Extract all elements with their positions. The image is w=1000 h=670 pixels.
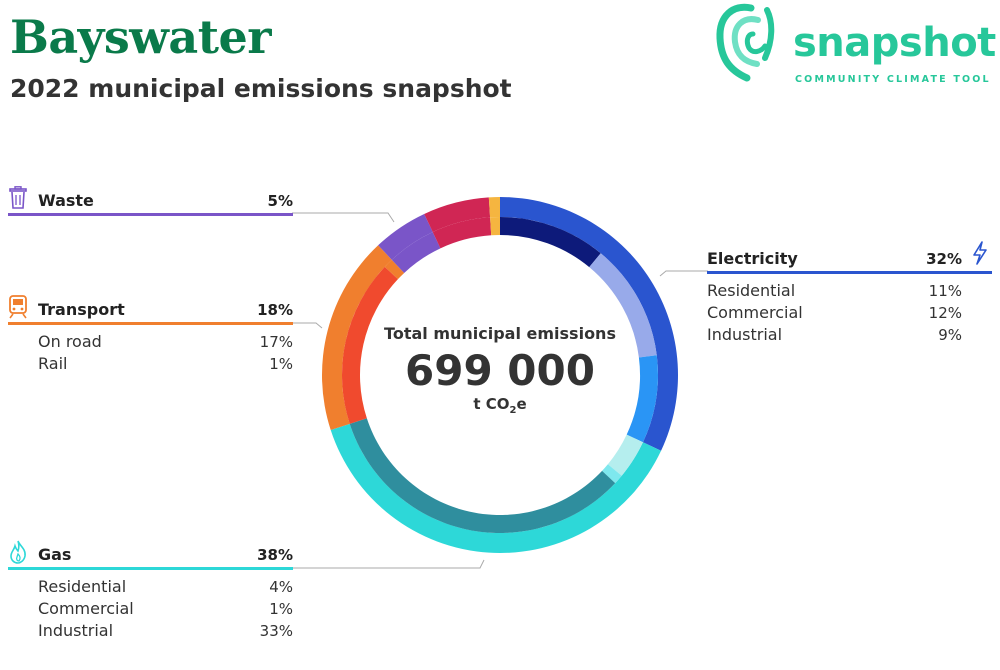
electricity-sub-value: 11% [928,282,962,300]
electricity-row-residential: Residential 11% [707,280,992,302]
donut-segment [607,434,643,476]
donut-segment [490,217,500,236]
gas-row-industrial: Industrial 33% [8,620,293,642]
gas-sub-value: 4% [269,578,293,596]
electricity-sub-label: Residential [707,281,796,300]
electricity-label: Electricity [707,249,798,268]
donut-segment [602,464,622,484]
logo-wordmark: snapshot [793,20,996,66]
gas-sub-value: 33% [259,622,293,640]
donut-segment [424,197,491,233]
gas-sub-label: Commercial [38,599,134,618]
total-label: Total municipal emissions [384,324,616,343]
donut-segment [349,418,616,534]
waste-leader-line [292,212,395,223]
waste-percent: 5% [267,192,293,210]
gas-leader-line [292,559,485,569]
logo-tagline: COMMUNITY CLIMATE TOOL [795,74,991,85]
donut-segment [391,232,441,273]
sector-waste: Waste 5% [8,186,293,216]
donut-segment [432,217,492,249]
electricity-sub-label: Commercial [707,303,803,322]
unit-subscript: 2 [509,405,517,416]
donut-segment [589,253,657,358]
snapshot-logo-mark [716,3,775,82]
inner-ring [341,217,658,534]
electricity-sub-value: 12% [928,304,962,322]
lightning-bolt-icon [973,241,987,265]
transport-sub-value: 1% [269,355,293,373]
logo-arc-inner [744,31,768,55]
trash-bin-icon [9,186,27,209]
donut-segment [378,213,433,260]
chart-center: Total municipal emissions 699 000 t CO2e [360,324,640,416]
total-value: 699 000 [405,346,595,395]
electricity-sub-label: Industrial [707,325,783,344]
transport-percent: 18% [257,301,293,319]
sector-electricity: Electricity 32% Residential 11% Commercia… [707,241,992,346]
logo-arc-right [762,7,775,61]
donut-segment [500,197,678,451]
electricity-leader-line [659,270,708,277]
logo-arc-outer [716,3,755,82]
donut-segment [500,217,601,268]
train-icon [9,295,27,319]
transport-leader-line [292,322,323,329]
gas-row-residential: Residential 4% [8,576,293,598]
donut-segment [322,245,392,431]
page-title: Bayswater [10,10,271,64]
gas-sub-label: Residential [38,577,127,596]
gas-label: Gas [38,545,72,564]
transport-row-on-road: On road 17% [8,331,293,353]
flame-icon [10,540,26,564]
transport-sub-label: Rail [38,354,68,373]
electricity-row-commercial: Commercial 12% [707,302,992,324]
gas-sub-value: 1% [269,600,293,618]
gas-percent: 38% [257,546,293,564]
unit-suffix: e [516,395,527,413]
donut-segment [384,259,405,280]
total-unit: t CO2e [360,395,640,416]
unit-prefix: t CO [473,395,510,413]
waste-label: Waste [38,191,94,210]
sector-gas: Gas 38% Residential 4% Commercial 1% Indus… [8,540,293,642]
transport-sub-value: 17% [259,333,293,351]
outer-ring [322,197,678,553]
sector-transport: Transport 18% On road 17% Rail 1% [8,295,293,375]
donut-segment [488,197,500,218]
electricity-percent: 32% [926,250,962,268]
electricity-sub-value: 9% [938,326,962,344]
gas-sub-label: Industrial [38,621,114,640]
donut-segment [341,266,398,424]
logo-arc-mid [731,16,761,67]
electricity-row-industrial: Industrial 9% [707,324,992,346]
gas-row-commercial: Commercial 1% [8,598,293,620]
transport-row-rail: Rail 1% [8,353,293,375]
page-subtitle: 2022 municipal emissions snapshot [10,74,512,103]
transport-label: Transport [38,300,125,319]
donut-segment [330,423,662,553]
transport-sub-label: On road [38,332,102,351]
donut-segment [626,355,658,443]
